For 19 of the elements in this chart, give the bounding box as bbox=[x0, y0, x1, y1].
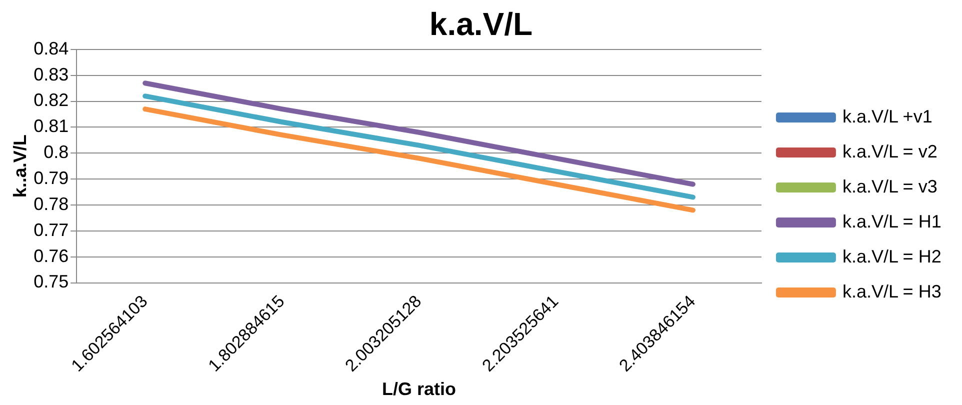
y-tick-label: 0.8 bbox=[44, 142, 69, 162]
legend-label: k.a.V/L = H1 bbox=[842, 211, 942, 232]
legend-label: k.a.V/L = v2 bbox=[842, 141, 938, 162]
y-tick-label: 0.79 bbox=[34, 168, 69, 188]
legend-label: k.a.V/L +v1 bbox=[842, 106, 932, 126]
y-tick-label: 0.75 bbox=[34, 272, 69, 292]
y-tick-label: 0.77 bbox=[34, 220, 69, 240]
y-tick-label: 0.78 bbox=[34, 194, 69, 214]
chart-title: k.a.V/L bbox=[429, 6, 533, 42]
y-tick-label: 0.82 bbox=[34, 90, 69, 110]
y-tick-label: 0.84 bbox=[34, 38, 69, 58]
y-tick-label: 0.81 bbox=[34, 116, 69, 136]
legend-label: k.a.V/L = H2 bbox=[842, 246, 942, 266]
legend-label: k.a.V/L = H3 bbox=[842, 281, 942, 302]
y-axis-title: k..a.V/L bbox=[10, 134, 30, 198]
legend-label: k.a.V/L = v3 bbox=[842, 176, 938, 196]
y-tick-label: 0.76 bbox=[34, 246, 69, 266]
y-tick-label: 0.83 bbox=[34, 64, 69, 84]
x-axis-title: L/G ratio bbox=[382, 379, 456, 400]
